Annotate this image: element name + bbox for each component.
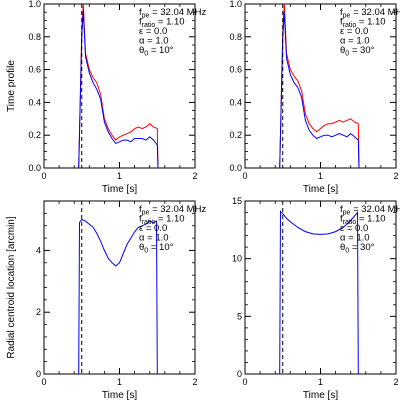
x-tick-label: 0 [242,377,247,387]
annotation-epsilon: ε = 0.0 [139,223,167,234]
annotation-alpha: α = 1.0 [340,233,370,244]
x-tick-label: 2 [393,377,398,387]
x-tick-label: 2 [192,377,197,387]
annotation-fratio-text: fratio = 1.10 [340,17,386,30]
annotation-epsilon: ε = 0.0 [139,26,167,37]
panel-top-right: 0 1 2 0.0 0.2 0.4 0.6 0.8 1.0 Time [s] fpe = 32.04… [229,0,400,195]
annotation-fpe-text: fpe = 32.04 MHz [340,7,400,20]
y-tick-label: 1.0 [28,0,41,9]
x-tick-label: 1 [318,171,323,181]
y-tick-label: 0.4 [229,97,242,107]
y-tick-label: 0.6 [28,65,41,75]
series-line-2 [279,12,360,169]
y-tick-label: 0.4 [28,97,41,107]
x-tick-label: 1 [318,377,323,387]
y-tick-label: 0.2 [229,130,242,140]
x-tick-label: 2 [393,171,398,181]
annotation-epsilon: ε = 0.0 [340,26,368,37]
y-tick-label: 1.0 [229,0,242,9]
y-axis-label: Radial centroid location [arcmin] [6,216,17,359]
plot-frame [244,3,397,169]
y-tick-label: 0.0 [229,163,242,173]
x-tick-label: 1 [117,377,122,387]
y-tick-label: 0.0 [28,163,41,173]
y-tick-label: 15 [232,196,242,206]
series-line-1 [78,3,159,169]
y-tick-label: 10 [232,254,242,264]
x-axis-label: Time [s] [102,184,137,195]
y-tick-label: 0.2 [28,130,41,140]
annotation-theta-text: θ0 = 10° [139,242,174,255]
annotation-fpe-text: fpe = 32.04 MHz [340,204,400,217]
plot-frame [244,200,397,375]
annotation-fpe-text: fpe = 32.04 MHz [139,204,206,217]
y-tick-label: 4 [36,245,41,255]
annotation-alpha: α = 1.0 [139,36,169,47]
x-axis-label: Time [s] [102,390,137,401]
x-axis-label: Time [s] [303,184,338,195]
annotation-theta-text: θ0 = 30° [340,242,375,255]
x-tick-label: 0 [41,171,46,181]
x-axis-label: Time [s] [303,390,338,401]
panel-top-left: 0 1 2 0.0 0.2 0.4 0.6 0.8 1.0 Time [s] Time profil… [6,0,206,195]
y-tick-label: 2 [36,307,41,317]
annotation-epsilon: ε = 0.0 [340,223,368,234]
annotation-fratio-text: fratio = 1.10 [139,17,185,30]
plot-frame [43,3,196,169]
plot-frame [43,200,196,375]
y-tick-label: 0.8 [229,32,242,42]
annotation-fratio-text: fratio = 1.10 [340,214,386,227]
y-tick-label: 0 [237,369,242,379]
y-axis-label: Time profile [6,60,17,112]
annotation-theta-text: θ0 = 30° [340,45,375,58]
x-tick-label: 0 [41,377,46,387]
x-tick-label: 1 [117,171,122,181]
series-line-1 [78,218,158,375]
annotation-alpha: α = 1.0 [139,233,169,244]
y-tick-label: 0.8 [28,32,41,42]
annotation-alpha: α = 1.0 [340,36,370,47]
annotation-theta-text: θ0 = 10° [139,45,174,58]
x-tick-label: 2 [192,171,197,181]
y-tick-label: 5 [237,311,242,321]
x-tick-label: 0 [242,171,247,181]
annotation-fratio-text: fratio = 1.10 [139,214,185,227]
panel-bottom-left: 0 1 2 0 2 4 Time [s] Radial centroid location [… [6,200,206,401]
series-line-1 [279,210,359,375]
annotation-fpe-text: fpe = 32.04 MHz [139,7,206,20]
series-line-2 [78,10,159,169]
series-line-1 [279,3,360,169]
y-tick-label: 0 [36,369,41,379]
y-tick-label: 0.6 [229,65,242,75]
